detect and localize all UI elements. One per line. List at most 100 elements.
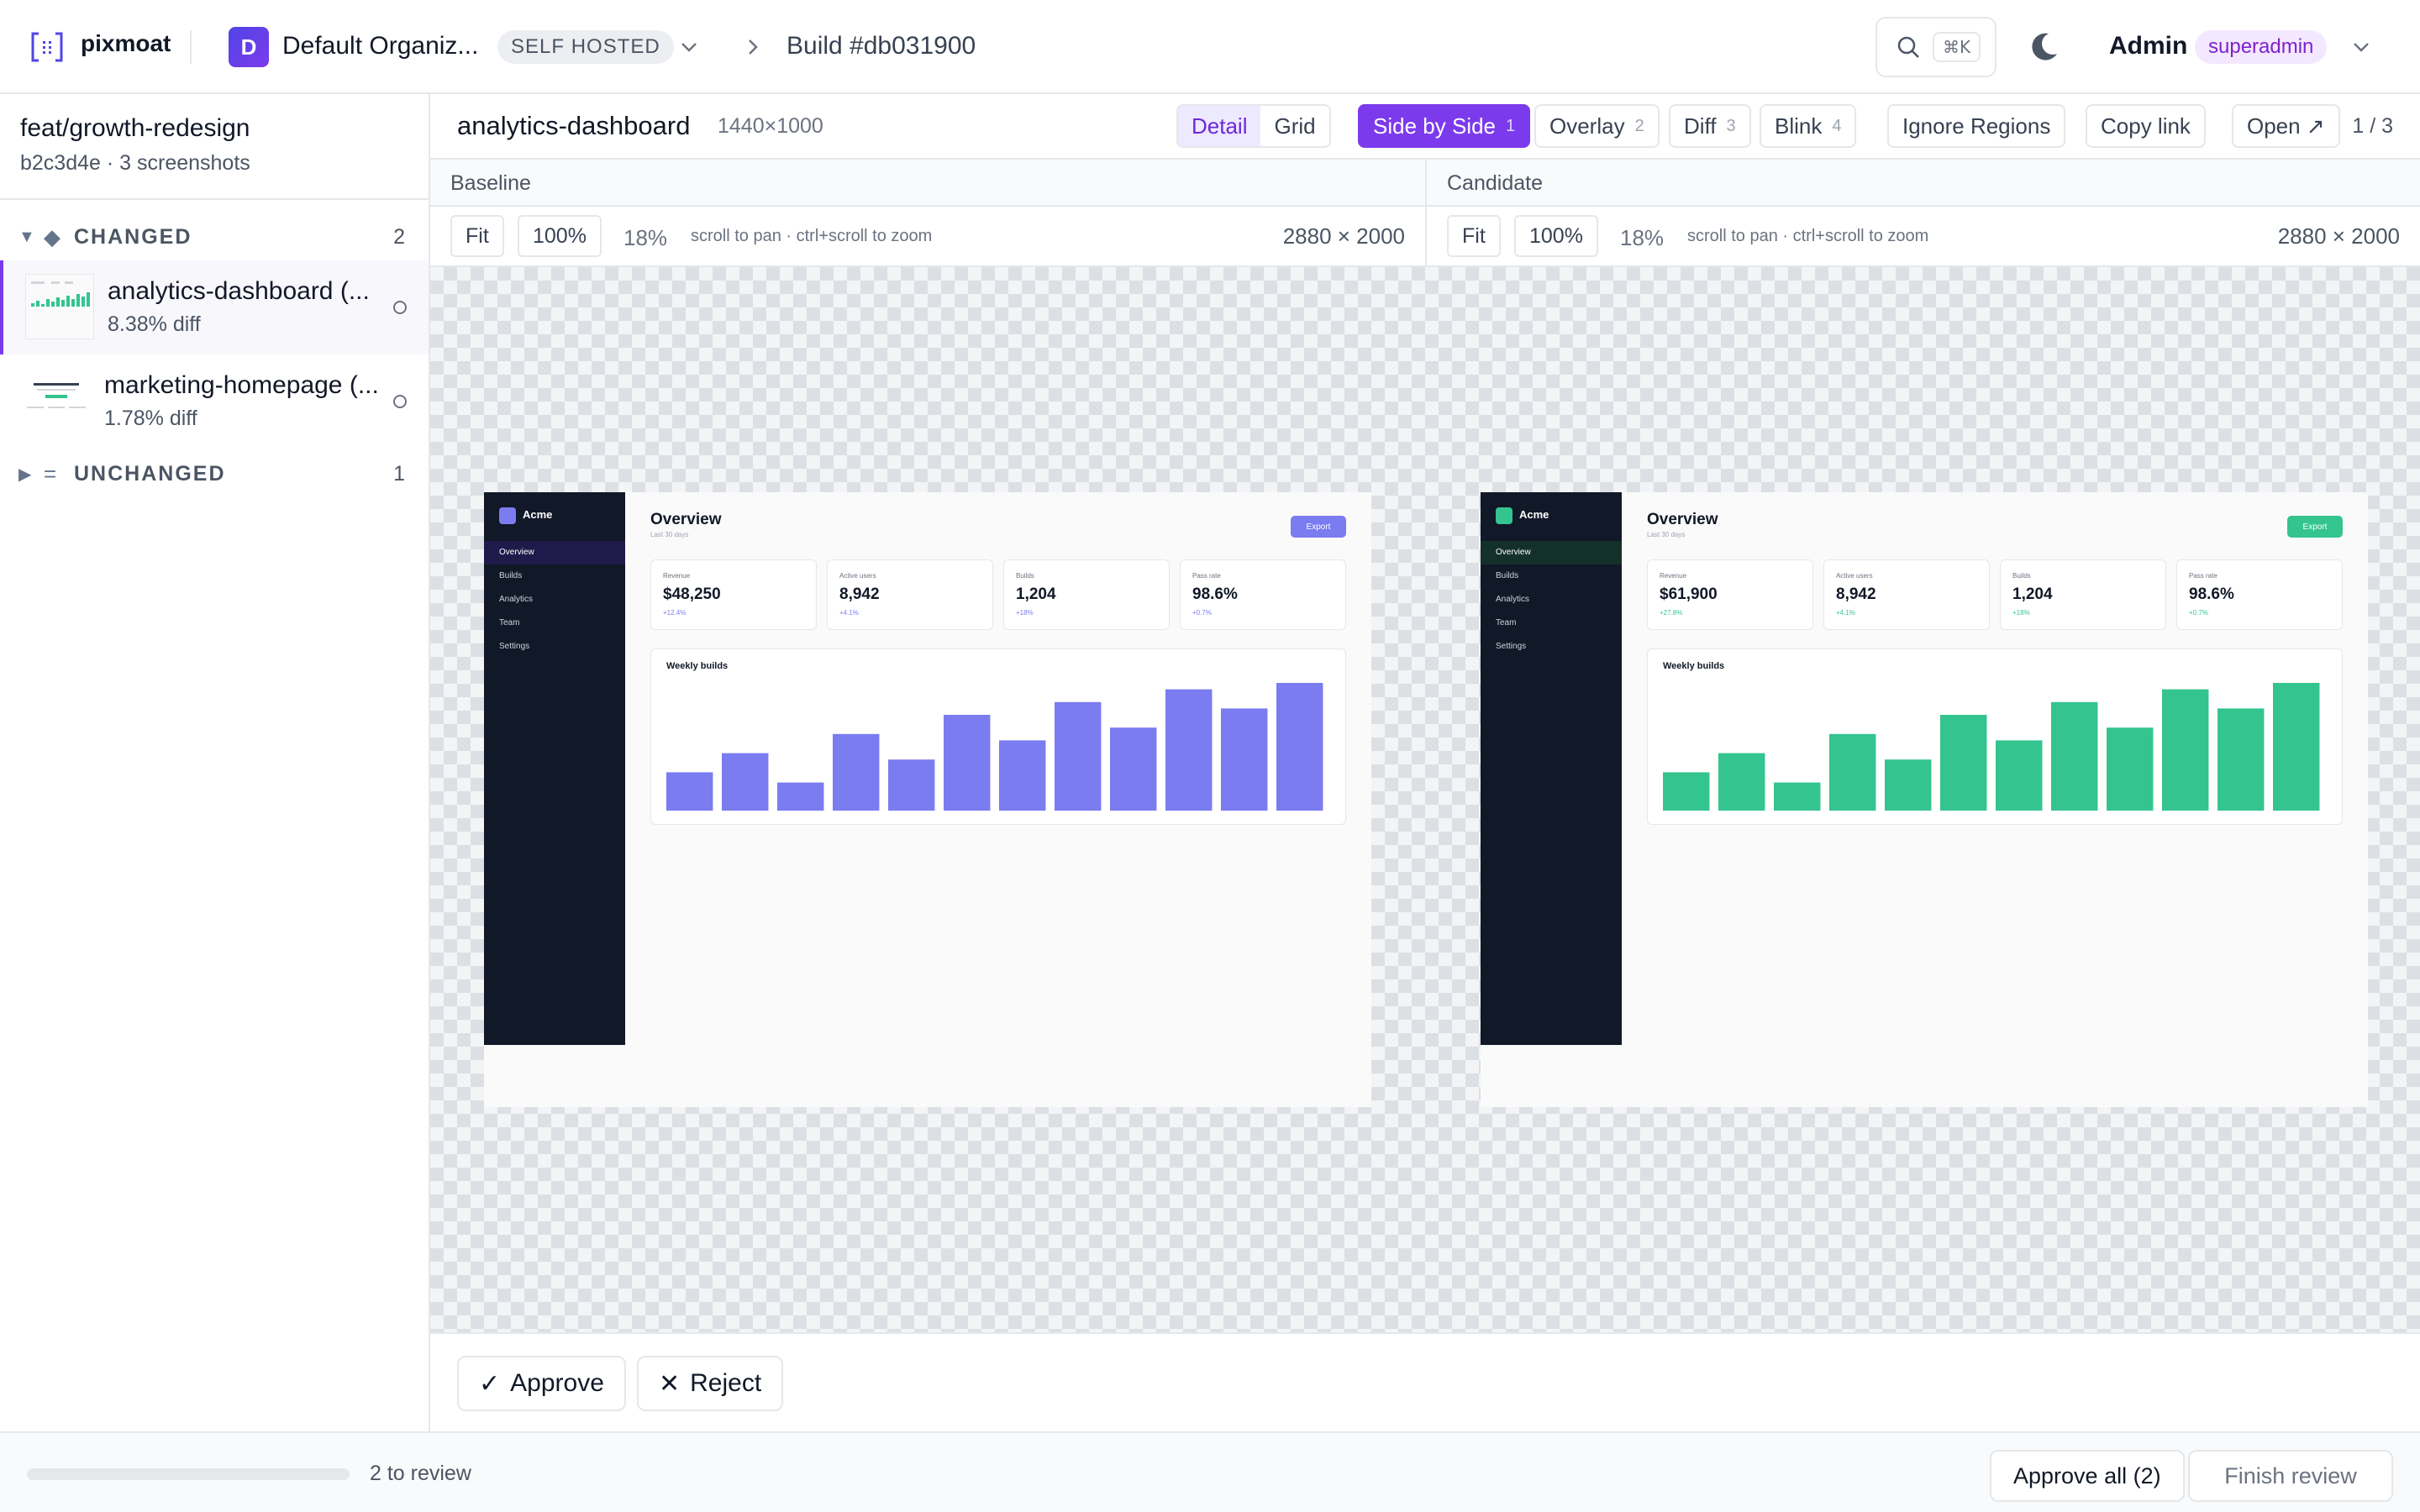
mini-stat-card: Pass rate 98.6% +0.7%	[1180, 559, 1346, 630]
view-grid-button[interactable]: Grid	[1274, 113, 1316, 139]
stat-label: Revenue	[1660, 572, 1687, 580]
breadcrumb-build[interactable]: Build #db031900	[786, 32, 976, 60]
group-changed[interactable]: ▼ ◆ CHANGED 2	[0, 213, 429, 260]
mode-label: Side by Side	[1373, 113, 1496, 139]
stat-delta: +0.7%	[2189, 609, 2208, 617]
chevron-down-icon[interactable]	[677, 37, 701, 57]
stat-delta: +18%	[1016, 609, 1034, 617]
screenshot-title: analytics-dashboard	[457, 111, 691, 140]
user-name[interactable]: Admin	[2109, 32, 2188, 60]
mini-nav-item: Team	[499, 618, 520, 627]
mini-bar	[722, 753, 769, 811]
mode-hotkey: 2	[1634, 116, 1644, 135]
remaining-count: 2 to review	[370, 1462, 471, 1485]
mini-bar	[1774, 782, 1821, 811]
candidate-header: Candidate	[1427, 160, 2420, 207]
candidate-zoom-controls: Fit 100% 18% scroll to pan · ctrl+scroll…	[1427, 207, 2420, 267]
group-count: 2	[393, 224, 405, 249]
logo-text[interactable]: pixmoat	[81, 30, 171, 56]
fit-button[interactable]: Fit	[450, 215, 504, 257]
approve-all-button[interactable]: Approve all (2)	[1990, 1450, 2185, 1502]
pending-status-icon	[393, 395, 407, 408]
mini-sidebar: Acme Overview Builds Analytics Team Sett…	[1481, 492, 1622, 1045]
approve-button[interactable]: ✓ Approve	[457, 1356, 626, 1411]
compare-toolbar: analytics-dashboard 1440×1000 Detail Gri…	[430, 94, 2420, 160]
mini-bar	[944, 715, 991, 811]
mini-nav-item: Settings	[499, 642, 530, 651]
copy-link-button[interactable]: Copy link	[2086, 104, 2206, 148]
baseline-image[interactable]: Acme Overview Builds Analytics Team Sett…	[484, 492, 1371, 1107]
search-icon	[1897, 36, 1919, 58]
mini-stat-card: Revenue $61,900 +27.8%	[1647, 559, 1813, 630]
caret-right-icon: ▶	[18, 465, 32, 484]
pager: 1 / 3	[2352, 114, 2393, 138]
mini-subtitle: Last 30 days	[650, 531, 689, 538]
finish-review-button[interactable]: Finish review	[2188, 1450, 2393, 1502]
pan-hint: scroll to pan · ctrl+scroll to zoom	[691, 227, 933, 245]
mini-nav-item: Analytics	[499, 595, 534, 604]
header-divider	[190, 30, 192, 64]
stat-label: Pass rate	[1192, 572, 1221, 580]
open-button[interactable]: Open ↗	[2232, 104, 2340, 148]
mini-bar	[1885, 759, 1932, 811]
pane-divider	[1425, 160, 1427, 267]
stat-delta: +27.8%	[1660, 609, 1683, 617]
mini-brand: Acme	[523, 508, 553, 521]
mini-nav-item: Settings	[1496, 642, 1527, 651]
stat-value: 98.6%	[2189, 585, 2234, 603]
mini-bar	[1055, 701, 1102, 811]
mode-label: Diff	[1684, 113, 1717, 139]
mini-chart-title: Weekly builds	[1663, 661, 1725, 671]
ignore-regions-button[interactable]: Ignore Regions	[1887, 104, 2066, 148]
mini-stat-card: Revenue $48,250 +12.4%	[650, 559, 817, 630]
stat-value: 1,204	[2012, 585, 2053, 603]
mini-chart-title: Weekly builds	[666, 661, 729, 671]
stat-label: Active users	[839, 572, 876, 580]
reject-button[interactable]: ✕ Reject	[637, 1356, 784, 1411]
mini-nav-item: Overview	[484, 541, 625, 564]
view-toggle: Detail Grid	[1176, 104, 1331, 148]
user-menu-chevron-icon[interactable]	[2349, 37, 2373, 57]
group-unchanged[interactable]: ▶ = UNCHANGED 1	[0, 450, 429, 497]
group-count: 1	[393, 461, 405, 486]
mode-hotkey: 1	[1505, 116, 1516, 135]
zoom-100-button[interactable]: 100%	[518, 215, 602, 257]
moon-icon[interactable]	[2027, 30, 2060, 64]
mini-stat-card: Active users 8,942 +4.1%	[827, 559, 993, 630]
org-avatar[interactable]: D	[229, 27, 269, 67]
mini-brand: Acme	[1519, 508, 1549, 521]
item-name: marketing-homepage (...	[104, 371, 379, 399]
zoom-100-button[interactable]: 100%	[1514, 215, 1598, 257]
pan-hint: scroll to pan · ctrl+scroll to zoom	[1687, 227, 1929, 245]
review-progress-bar	[27, 1468, 350, 1480]
mini-sidebar: Acme Overview Builds Analytics Team Sett…	[484, 492, 625, 1045]
mode-side-by-side-button[interactable]: Side by Side 1	[1358, 104, 1531, 148]
approve-label: Approve	[510, 1369, 604, 1397]
mini-bar	[999, 740, 1046, 811]
list-item[interactable]: analytics-dashboard (... 8.38% diff	[0, 260, 429, 354]
org-name[interactable]: Default Organiz...	[282, 32, 479, 60]
mini-bar	[1165, 689, 1213, 811]
mode-hotkey: 3	[1726, 116, 1736, 135]
list-item[interactable]: marketing-homepage (... 1.78% diff	[0, 354, 429, 449]
mini-bar	[666, 772, 713, 811]
item-name: analytics-dashboard (...	[108, 277, 370, 305]
mode-blink-button[interactable]: Blink 4	[1760, 104, 1857, 148]
fit-button[interactable]: Fit	[1447, 215, 1501, 257]
top-header: pixmoat D Default Organiz... SELF HOSTED…	[0, 0, 2420, 94]
mode-overlay-button[interactable]: Overlay 2	[1534, 104, 1660, 148]
view-detail-button[interactable]: Detail	[1178, 106, 1261, 146]
search-button[interactable]: ⌘K	[1876, 17, 1996, 77]
mini-export-button: Export	[1291, 516, 1346, 538]
stat-value: 1,204	[1016, 585, 1056, 603]
mini-nav-item: Builds	[1496, 571, 1519, 580]
stat-value: $48,250	[663, 585, 721, 603]
stat-value: 8,942	[839, 585, 880, 603]
stat-value: 8,942	[1836, 585, 1876, 603]
screenshot-thumbnail	[25, 274, 94, 339]
mode-diff-button[interactable]: Diff 3	[1669, 104, 1751, 148]
candidate-image[interactable]: Acme Overview Builds Analytics Team Sett…	[1481, 492, 2368, 1107]
review-actions: ✓ Approve ✕ Reject	[430, 1332, 2420, 1431]
mini-bar	[2217, 708, 2265, 811]
review-footer: 2 to review Approve all (2) Finish revie…	[0, 1431, 2420, 1512]
